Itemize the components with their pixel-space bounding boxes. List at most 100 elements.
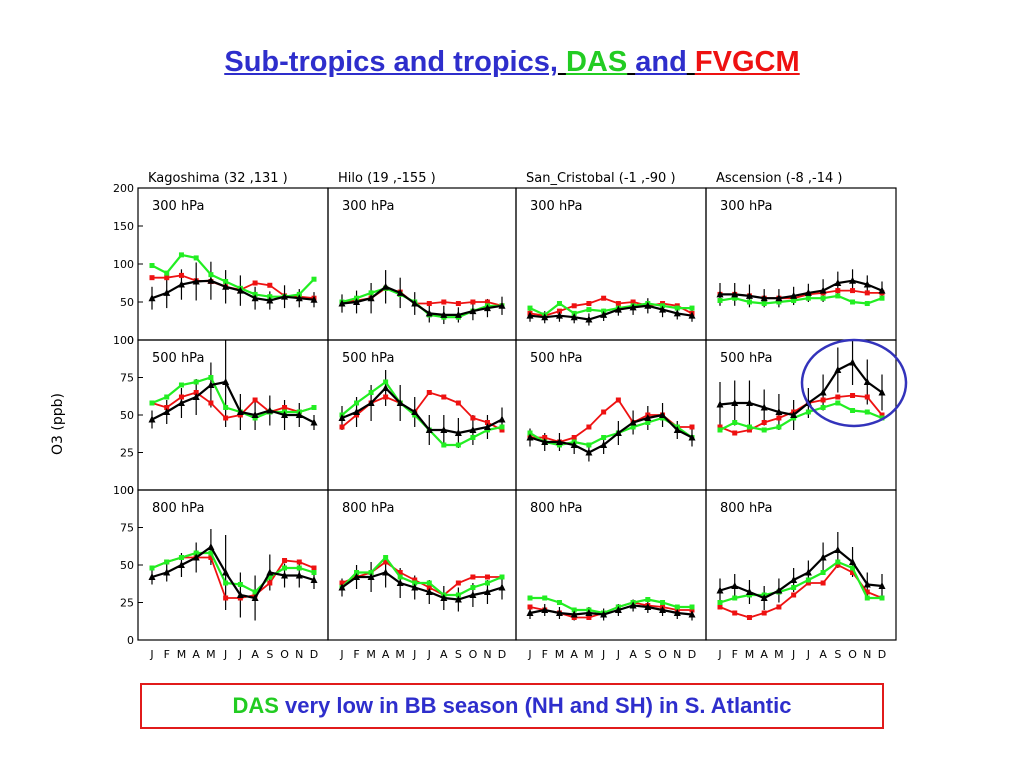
month-label: A — [440, 648, 448, 661]
month-label: M — [366, 648, 376, 661]
pressure-level-label: 500 hPa — [530, 351, 582, 366]
obs-point — [775, 294, 783, 302]
obs-point — [310, 295, 318, 303]
obs-point — [425, 426, 433, 433]
obs-point — [411, 299, 419, 307]
obs-point — [251, 594, 259, 601]
obs-point — [526, 311, 534, 319]
das-point — [732, 595, 738, 601]
station-label-ascension: Ascension (-8 ,-14 ) — [716, 171, 843, 186]
obs-point — [614, 429, 622, 436]
panel-hilo-500hpa: 500 hPa — [327, 339, 517, 491]
panel-frame — [705, 489, 897, 641]
pressure-level-label: 500 hPa — [152, 351, 204, 366]
das-point — [717, 600, 723, 605]
obs-point — [555, 609, 563, 616]
y-tick-label: 50 — [120, 559, 134, 572]
month-label: O — [469, 648, 478, 661]
obs-point — [207, 543, 215, 550]
obs-point — [498, 415, 506, 423]
obs-point — [382, 568, 390, 576]
fvgcm-point — [689, 424, 695, 430]
fvgcm-point — [615, 397, 621, 403]
obs-point — [440, 310, 448, 318]
obs-point — [382, 384, 390, 391]
das-point — [761, 301, 767, 307]
das-point — [835, 293, 841, 299]
fvgcm-point — [164, 405, 170, 410]
obs-point — [440, 426, 448, 433]
obs-point — [148, 415, 156, 423]
fvgcm-point — [178, 272, 184, 278]
obs-point — [295, 411, 303, 418]
obs-line — [719, 548, 883, 600]
month-label: F — [353, 648, 359, 661]
obs-point — [177, 561, 185, 568]
obs-point — [454, 595, 462, 603]
obs-point — [804, 568, 812, 576]
highlight-ellipse — [800, 338, 908, 428]
das-point — [311, 405, 317, 410]
das-point — [674, 305, 680, 311]
fvgcm-point — [630, 299, 636, 305]
y-tick-label: 0 — [127, 334, 134, 347]
month-label: M — [555, 648, 565, 661]
obs-point — [177, 280, 185, 288]
obs-point — [281, 292, 289, 300]
obs-point — [469, 307, 477, 315]
das-point — [864, 409, 870, 415]
fvgcm-point — [397, 570, 403, 575]
obs-line — [529, 413, 693, 454]
obs-point — [222, 282, 230, 290]
obs-line — [341, 285, 503, 316]
das-point — [689, 305, 695, 311]
das-point — [368, 570, 374, 575]
month-label: A — [382, 648, 390, 661]
obs-point — [775, 586, 783, 594]
obs-point — [716, 586, 724, 594]
panel-ascension-800hpa: 800 hPa — [705, 489, 897, 641]
fvgcm-point — [223, 595, 229, 601]
das-point — [208, 375, 214, 380]
fvgcm-point — [383, 394, 389, 400]
obs-point — [192, 277, 200, 285]
month-label: D — [498, 648, 506, 661]
obs-point — [790, 411, 798, 418]
obs-point — [411, 583, 419, 591]
das-line — [151, 551, 315, 594]
das-point — [252, 589, 258, 595]
obs-line — [151, 545, 315, 600]
obs-point — [644, 603, 652, 610]
fvgcm-point — [441, 299, 447, 305]
fvgcm-point — [791, 592, 797, 598]
das-point — [237, 582, 243, 587]
month-label: A — [629, 648, 637, 661]
obs-point — [192, 553, 200, 561]
obs-point — [251, 294, 259, 302]
das-point — [499, 574, 505, 580]
month-label: J — [791, 648, 795, 661]
pressure-level-label: 300 hPa — [152, 199, 204, 214]
das-point — [193, 550, 199, 556]
fvgcm-point — [542, 435, 548, 440]
panel-hilo-300hpa: 300 hPa — [327, 187, 517, 341]
title-part-das: DAS — [565, 46, 628, 78]
fvgcm-point — [426, 301, 432, 307]
month-label: J — [238, 648, 242, 661]
month-label: M — [395, 648, 405, 661]
station-label-san-cristobal: San_Cristobal (-1 ,-90 ) — [526, 171, 676, 186]
obs-point — [425, 588, 433, 595]
month-label: D — [310, 648, 318, 661]
y-tick-label: 0 — [127, 634, 134, 647]
fvgcm-point — [164, 275, 170, 281]
fvgcm-point — [761, 420, 767, 425]
das-point — [850, 408, 856, 413]
obs-point — [570, 610, 578, 618]
das-point — [850, 299, 856, 305]
obs-point — [716, 400, 724, 408]
obs-point — [382, 282, 390, 290]
obs-point — [425, 309, 433, 317]
obs-point — [673, 309, 681, 317]
panel-san-cristobal-800hpa: 800 hPa — [515, 489, 707, 641]
fvgcm-point — [864, 394, 870, 400]
